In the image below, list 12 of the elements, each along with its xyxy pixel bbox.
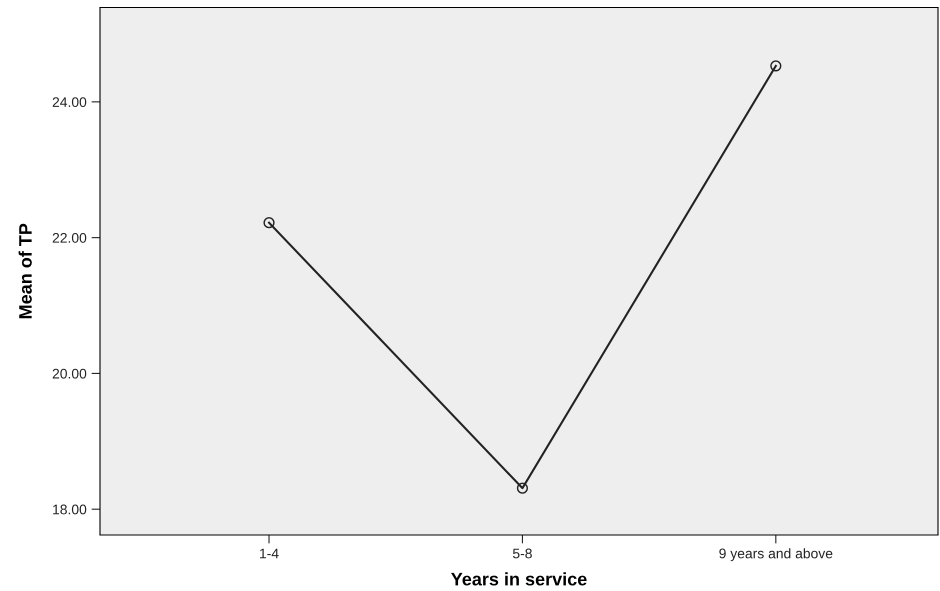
- x-axis-title: Years in service: [451, 572, 587, 586]
- y-tick-label: 20.00: [52, 368, 86, 379]
- y-tick-label: 22.00: [52, 232, 86, 243]
- point: [770, 60, 782, 72]
- y-axis-title: Mean of TP: [18, 224, 32, 318]
- y-tick-label: 18.00: [53, 504, 86, 514]
- point: [263, 217, 275, 228]
- x-tick-label: 5-8: [512, 548, 532, 558]
- x-tick-label: 9 years and above: [719, 548, 832, 562]
- y-tick-label: 24.00: [52, 97, 86, 108]
- point: [516, 482, 528, 494]
- x-tick-label: 1-4: [260, 548, 279, 558]
